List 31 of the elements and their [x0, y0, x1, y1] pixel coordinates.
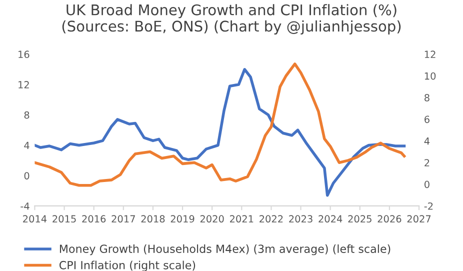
y2-tick-label: 2: [424, 159, 430, 166]
x-tick-label: 2014: [23, 215, 47, 223]
x-tick-label: 2023: [289, 215, 312, 223]
x-tick-label: 2021: [230, 215, 254, 223]
y-tick-label: 8: [24, 111, 30, 119]
x-tick-label: 2015: [52, 215, 76, 223]
x-tick-label: 2022: [260, 215, 283, 223]
y2-tick-label: -2: [424, 202, 433, 210]
x-tick-label: 2016: [82, 215, 106, 223]
y2-tick-label: 0: [424, 180, 430, 188]
y2-tick-label: 10: [424, 72, 436, 80]
y2-tick-label: 4: [424, 138, 430, 145]
x-tick-label: 2027: [407, 215, 431, 223]
x-tick-label: 2019: [170, 215, 194, 223]
x-tick-label: 2025: [348, 215, 372, 223]
chart-title: UK Broad Money Growth and CPI Inflation (%) (Sources: BoE, ONS) (Chart by @julianhjessop): [62, 4, 401, 35]
y2-tick-label: 8: [424, 94, 430, 102]
x-tick-label: 2024: [318, 215, 342, 223]
y2-tick-label: 6: [424, 116, 430, 124]
y2-tick-label: 12: [424, 50, 436, 58]
legend-label: CPI Inflation (right scale): [60, 260, 196, 271]
y-tick-label: 4: [24, 142, 30, 149]
legend-label: Money Growth (Households M4ex) (3m average) (left scale): [60, 244, 390, 256]
y-tick-label: 12: [18, 81, 29, 88]
x-tick-label: 2017: [112, 215, 135, 223]
y-tick-label: 16: [18, 50, 30, 58]
x-tick-label: 2018: [141, 215, 165, 223]
y-tick-label: 0: [24, 172, 30, 180]
y-tick-label: -4: [20, 202, 30, 210]
x-tick-label: 2026: [378, 215, 402, 223]
x-tick-label: 2020: [200, 215, 224, 223]
